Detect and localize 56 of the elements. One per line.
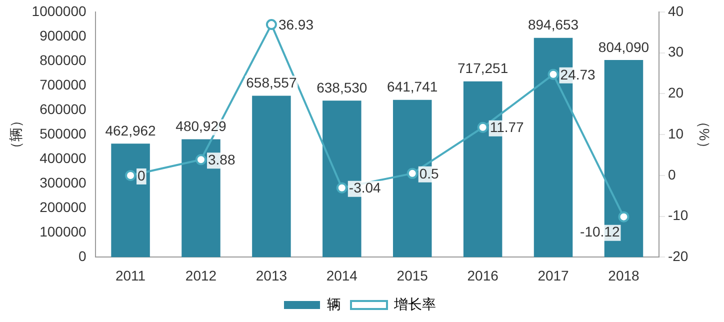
data-label: 3.88 xyxy=(208,151,236,168)
data-label: -10.12 xyxy=(580,224,620,240)
x-tick-label: 2017 xyxy=(538,267,570,284)
data-label: 641,741 xyxy=(387,78,438,95)
bar xyxy=(252,96,291,258)
point xyxy=(477,122,488,133)
x-tick-label: 2016 xyxy=(467,267,499,284)
point xyxy=(548,68,559,80)
y-tick-label: 200000 xyxy=(40,199,87,216)
point xyxy=(195,154,206,166)
y2-tick-label: 30 xyxy=(668,44,684,60)
y-tick-label: 700000 xyxy=(40,76,87,92)
y2-tick-label: 20 xyxy=(668,84,684,101)
bar xyxy=(111,144,150,258)
x-tick-label: 2018 xyxy=(608,267,640,284)
data-label: 462,962 xyxy=(105,122,156,139)
data-label: 11.77 xyxy=(490,119,524,136)
data-label: 480,929 xyxy=(176,118,227,134)
y-tick-label: 800000 xyxy=(40,52,87,68)
point xyxy=(618,211,630,222)
y2-tick-label: 0 xyxy=(668,166,676,182)
point xyxy=(266,19,277,30)
legend-label: 增长率 xyxy=(393,296,436,312)
data-label: 36.93 xyxy=(278,16,314,32)
y-tick-label: 1000000 xyxy=(32,2,87,19)
y-tick-label: 100000 xyxy=(40,224,87,240)
y2-tick-label: 40 xyxy=(668,2,684,19)
y-tick-label: 500000 xyxy=(40,125,87,142)
data-label: 658,557 xyxy=(246,74,297,91)
x-tick-label: 2011 xyxy=(115,267,146,284)
y2-tick-label: 10 xyxy=(668,125,684,142)
data-label: 717,251 xyxy=(458,60,508,76)
data-label: 638,530 xyxy=(316,79,368,96)
y2-tick-label: -20 xyxy=(668,248,688,264)
x-tick-label: 2014 xyxy=(326,267,358,284)
y-tick-label: 900000 xyxy=(40,27,87,44)
data-label: 0.5 xyxy=(419,165,440,182)
point xyxy=(336,182,348,194)
y-tick-label: 300000 xyxy=(40,174,87,190)
data-label: -3.04 xyxy=(348,180,382,196)
y2-tick-label: -10 xyxy=(668,207,688,224)
data-label: 0 xyxy=(138,167,146,184)
x-tick-label: 2012 xyxy=(185,267,217,284)
y-tick-label: 0 xyxy=(78,248,87,264)
y-tick-label: 600000 xyxy=(40,100,87,117)
y2-axis-title: （%） xyxy=(696,114,713,155)
y-tick-label: 400000 xyxy=(40,150,87,166)
x-tick-label: 2013 xyxy=(256,267,288,284)
legend-label: 辆 xyxy=(327,296,341,312)
data-label: 804,090 xyxy=(598,38,650,55)
data-label: 894,653 xyxy=(528,16,579,33)
x-tick-label: 2015 xyxy=(396,267,428,284)
point xyxy=(125,170,136,181)
y-axis-title: （辆） xyxy=(7,114,24,156)
data-label: 24.73 xyxy=(560,66,596,82)
point xyxy=(406,168,418,179)
